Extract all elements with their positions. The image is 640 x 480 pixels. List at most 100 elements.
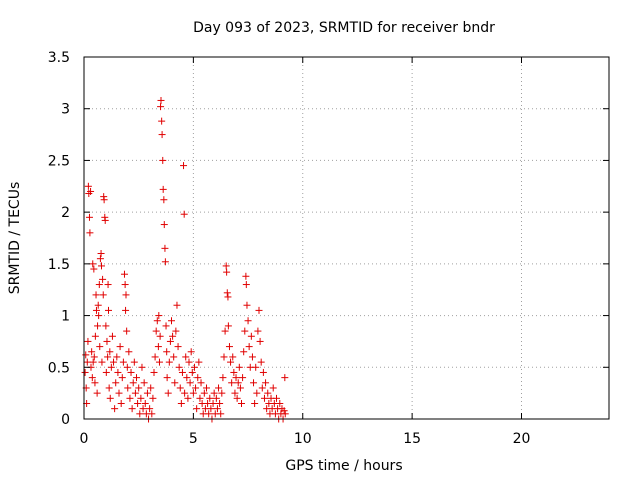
data-point xyxy=(96,343,104,351)
data-point xyxy=(276,399,284,407)
data-point xyxy=(122,306,130,314)
data-point xyxy=(194,374,202,382)
data-point xyxy=(273,394,280,402)
y-tick-labels: 0 0.5 1 1.5 2 2.5 3 3.5 xyxy=(48,50,70,428)
data-point xyxy=(257,358,265,366)
data-point xyxy=(102,368,110,376)
data-point xyxy=(177,399,185,407)
data-point xyxy=(164,389,172,397)
data-point xyxy=(175,363,183,371)
x-tick-label: 10 xyxy=(294,431,312,447)
data-point xyxy=(223,289,231,297)
data-point xyxy=(99,291,107,299)
data-point xyxy=(155,358,163,366)
data-point xyxy=(160,221,168,229)
data-point xyxy=(97,250,105,258)
data-point xyxy=(81,368,89,376)
grid xyxy=(84,57,609,419)
data-point xyxy=(193,405,201,413)
data-point xyxy=(92,306,100,314)
data-point xyxy=(126,394,134,402)
y-tick-label: 0 xyxy=(61,412,70,428)
data-point xyxy=(161,244,169,252)
x-tick-label: 15 xyxy=(403,431,421,447)
data-point xyxy=(161,258,169,266)
data-point xyxy=(122,291,130,299)
data-point xyxy=(253,389,261,397)
data-point xyxy=(222,262,230,270)
data-point xyxy=(192,384,200,392)
data-point xyxy=(89,260,97,268)
data-point xyxy=(104,353,112,361)
data-point xyxy=(116,343,124,351)
y-tick-label: 2 xyxy=(61,205,70,221)
data-point xyxy=(114,368,122,376)
data-point xyxy=(216,399,224,407)
data-point xyxy=(196,394,204,402)
axis-ticks xyxy=(83,56,609,420)
data-point xyxy=(262,379,270,387)
data-point xyxy=(90,353,98,361)
data-point xyxy=(236,384,244,392)
data-point xyxy=(137,394,145,402)
data-point xyxy=(181,389,189,397)
data-point xyxy=(86,229,94,237)
data-point xyxy=(206,394,214,402)
data-point xyxy=(241,327,249,335)
data-point xyxy=(111,405,119,413)
data-point xyxy=(213,405,221,413)
data-point xyxy=(183,374,191,382)
data-point xyxy=(182,353,190,361)
data-point xyxy=(115,389,123,397)
data-point xyxy=(90,265,98,273)
data-point xyxy=(168,317,175,325)
data-point xyxy=(233,394,241,402)
data-point xyxy=(223,268,231,276)
data-point xyxy=(205,410,213,418)
data-point xyxy=(93,389,101,397)
data-point xyxy=(281,410,289,418)
data-point xyxy=(143,389,151,397)
data-point xyxy=(250,379,258,387)
data-point xyxy=(124,384,132,392)
data-point xyxy=(244,317,252,325)
data-point xyxy=(166,337,174,345)
data-point xyxy=(171,379,179,387)
data-point xyxy=(131,389,139,397)
data-point xyxy=(280,407,288,415)
data-point xyxy=(227,358,235,366)
data-point xyxy=(151,353,159,361)
x-tick-label: 0 xyxy=(80,431,89,447)
data-point xyxy=(200,389,208,397)
data-point xyxy=(159,185,167,193)
data-point xyxy=(219,374,227,382)
data-point xyxy=(141,399,149,407)
data-point xyxy=(228,379,236,387)
data-point xyxy=(125,348,133,356)
data-point xyxy=(96,255,104,263)
y-tick-label: 1 xyxy=(61,309,70,325)
data-point xyxy=(105,306,112,314)
data-point xyxy=(113,353,121,361)
data-point xyxy=(140,379,148,387)
data-point xyxy=(136,410,144,418)
data-point xyxy=(234,379,242,387)
data-point xyxy=(85,213,93,221)
data-point xyxy=(157,103,165,111)
y-tick-label: 3.5 xyxy=(48,50,70,66)
data-point xyxy=(120,270,128,278)
data-point xyxy=(221,327,229,335)
data-point xyxy=(163,374,171,382)
data-point xyxy=(82,351,90,359)
data-point xyxy=(153,317,161,325)
data-point xyxy=(238,399,245,407)
data-point xyxy=(242,281,250,289)
data-point xyxy=(264,389,272,397)
data-point xyxy=(255,306,263,314)
data-point xyxy=(84,337,92,345)
x-tick-label: 5 xyxy=(189,431,198,447)
data-point xyxy=(152,327,160,335)
data-point xyxy=(135,384,143,392)
data-point xyxy=(107,363,115,371)
y-tick-label: 2.5 xyxy=(48,153,70,169)
